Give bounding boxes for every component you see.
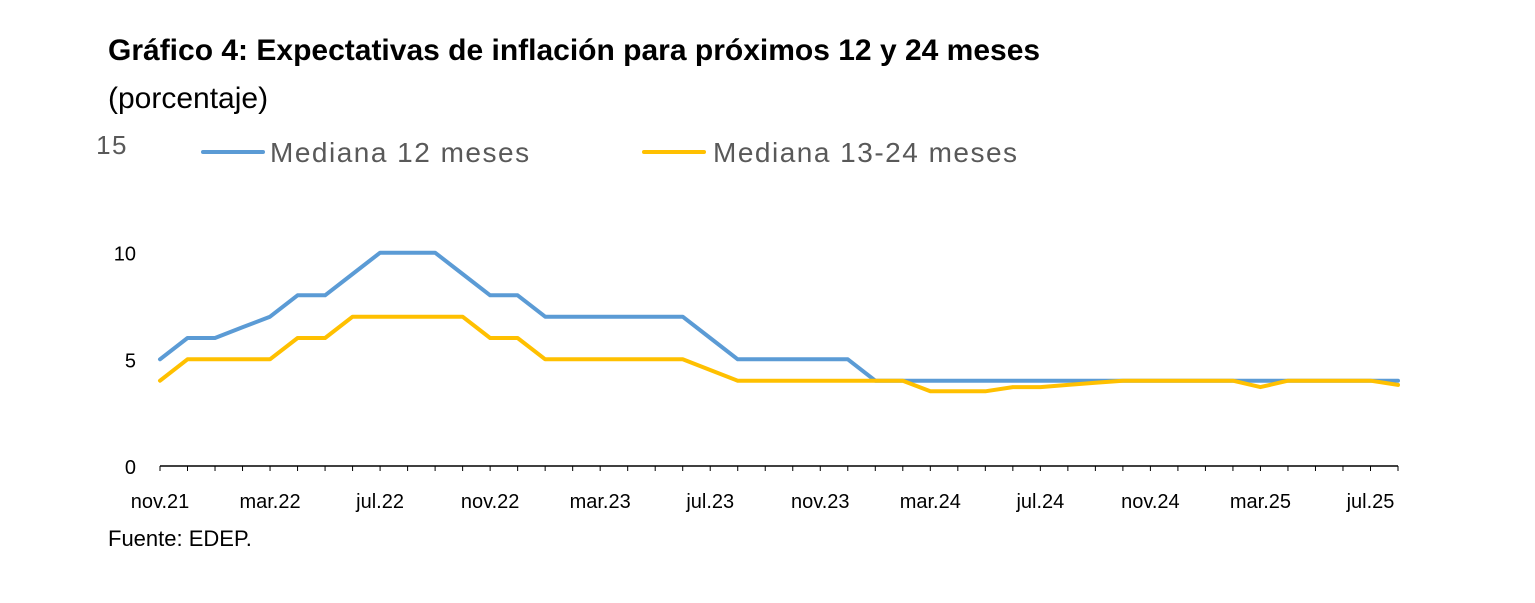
x-tick-label: mar.22 — [239, 491, 300, 513]
y-tick-label: 0 — [125, 457, 136, 479]
chart-subtitle: (porcentaje) — [108, 82, 269, 115]
x-tick-label: jul.25 — [1346, 491, 1395, 513]
legend-label-2: Mediana 13-24 meses — [713, 137, 1019, 168]
x-tick-label: mar.23 — [570, 491, 631, 513]
y-tick-label: 5 — [125, 350, 136, 372]
x-tick-label: nov.23 — [791, 491, 850, 513]
x-tick-label: nov.21 — [131, 491, 190, 513]
x-tick-label: jul.23 — [685, 491, 734, 513]
x-tick-label: nov.22 — [461, 491, 520, 513]
series-line-2 — [158, 314, 1400, 394]
source-note: Fuente: EDEP. — [108, 526, 252, 551]
chart-title: Gráfico 4: Expectativas de inflación par… — [108, 34, 1041, 67]
x-tick-label: nov.24 — [1121, 491, 1180, 513]
y-tick-label: 10 — [114, 244, 136, 266]
x-tick-label: mar.25 — [1230, 491, 1291, 513]
x-tick-label: jul.22 — [355, 491, 404, 513]
legend-label-1: Mediana 12 meses — [270, 137, 531, 168]
x-tick-label: jul.24 — [1015, 491, 1064, 513]
y-tick-label: 15 — [96, 130, 128, 160]
series-line-1 — [158, 250, 1400, 383]
x-tick-label: mar.24 — [900, 491, 961, 513]
